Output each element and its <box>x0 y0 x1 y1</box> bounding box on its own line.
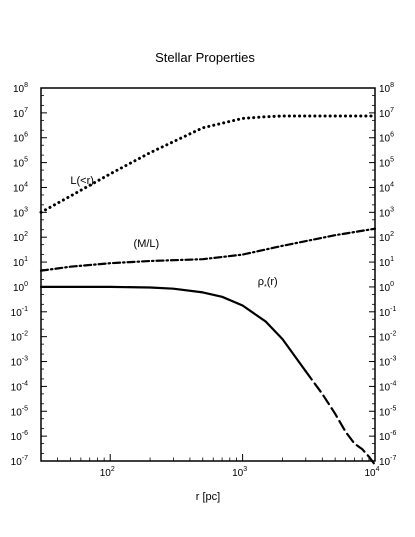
y-tick-exponent: -2 <box>22 331 28 338</box>
y-tick-exponent: 3 <box>390 206 394 213</box>
y-tick-exponent: -3 <box>22 356 28 363</box>
y-tick-label-left: 103 <box>13 206 28 219</box>
y-tick-label-left: 100 <box>13 281 28 294</box>
y-tick-exponent: -6 <box>390 430 396 437</box>
x-axis-label: r [pc] <box>196 491 220 503</box>
y-tick-label-left: 105 <box>13 157 28 170</box>
y-tick-label-right: 10-6 <box>379 430 396 443</box>
y-tick-label-right: 10-4 <box>379 380 396 393</box>
data-series <box>39 114 377 466</box>
y-tick-label-left: 10-6 <box>11 430 28 443</box>
series-density_solid <box>39 285 307 373</box>
annotations: L(<r) (M/L) ρ*(r) <box>70 175 277 291</box>
y-tick-exponent: 5 <box>24 157 28 164</box>
y-tick-exponent: -7 <box>22 455 28 462</box>
y-tick-label-right: 106 <box>379 132 394 145</box>
y-tick-exponent: -3 <box>390 356 396 363</box>
y-tick-exponent: 7 <box>24 107 28 114</box>
y-tick-label-right: 107 <box>379 107 394 120</box>
y-tick-exponent: 7 <box>390 107 394 114</box>
y-tick-exponent: 1 <box>24 256 28 263</box>
y-tick-label-right: 10-2 <box>379 331 396 344</box>
y-tick-exponent: 8 <box>24 82 28 89</box>
y-tick-exponent: 1 <box>390 256 394 263</box>
y-tick-label-left: 102 <box>13 231 28 244</box>
annotation-subscript: * <box>264 284 267 291</box>
y-tick-label-right: 10-1 <box>379 306 396 319</box>
x-tick-exponent: 3 <box>243 466 247 473</box>
x-tick-label: 102 <box>100 466 115 479</box>
annotation-suffix: (r) <box>267 276 278 288</box>
y-tick-label-left: 10-5 <box>11 405 28 418</box>
y-tick-exponent: 8 <box>390 82 394 89</box>
y-tick-exponent: -4 <box>22 380 28 387</box>
y-tick-exponent: -2 <box>390 331 396 338</box>
y-tick-exponent: -4 <box>390 380 396 387</box>
annotation-ML: (M/L) <box>134 238 160 250</box>
y-tick-exponent: -5 <box>390 405 396 412</box>
y-tick-label-right: 10-7 <box>379 455 396 468</box>
y-tick-label-left: 10-3 <box>11 356 28 369</box>
y-tick-exponent: 6 <box>24 132 28 139</box>
y-tick-label-left: 108 <box>13 82 28 95</box>
y-tick-label-right: 105 <box>379 157 394 170</box>
y-tick-exponent: -7 <box>390 455 396 462</box>
y-tick-exponent: -1 <box>390 306 396 313</box>
y-tick-label-left: 10-7 <box>11 455 28 468</box>
y-tick-label-right: 103 <box>379 206 394 219</box>
y-tick-label-left: 107 <box>13 107 28 120</box>
y-tick-label-right: 10-5 <box>379 405 396 418</box>
y-tick-exponent: 3 <box>24 206 28 213</box>
x-tick-label: 103 <box>232 466 247 479</box>
annotation-rho: ρ*(r) <box>258 276 278 291</box>
y-tick-label-left: 104 <box>13 181 28 194</box>
axis-ticks <box>40 87 376 462</box>
y-tick-label-left: 10-4 <box>11 380 28 393</box>
y-tick-label-right: 101 <box>379 256 394 269</box>
y-tick-label-right: 10-3 <box>379 356 396 369</box>
y-tick-exponent: 0 <box>390 281 394 288</box>
y-tick-exponent: 0 <box>24 281 28 288</box>
y-tick-label-right: 108 <box>379 82 394 95</box>
x-tick-exponent: 2 <box>111 466 115 473</box>
y-tick-label-right: 100 <box>379 281 394 294</box>
y-tick-exponent: 5 <box>390 157 394 164</box>
x-tick-label: 104 <box>364 466 379 479</box>
y-tick-label-left: 101 <box>13 256 28 269</box>
series-density_dashed <box>304 370 377 466</box>
y-tick-exponent: 2 <box>24 231 28 238</box>
y-tick-exponent: -5 <box>22 405 28 412</box>
y-tick-exponent: 4 <box>390 181 394 188</box>
y-tick-exponent: -1 <box>22 306 28 313</box>
y-tick-exponent: 2 <box>390 231 394 238</box>
plot-frame <box>40 87 376 462</box>
x-tick-exponent: 4 <box>376 466 380 473</box>
y-tick-label-left: 10-1 <box>11 306 28 319</box>
y-tick-label-right: 102 <box>379 231 394 244</box>
y-tick-label-right: 104 <box>379 181 394 194</box>
y-tick-label-left: 106 <box>13 132 28 145</box>
y-tick-label-left: 10-2 <box>11 331 28 344</box>
y-tick-exponent: -6 <box>22 430 28 437</box>
annotation-L: L(<r) <box>70 175 94 187</box>
series-mass_to_light <box>39 227 377 272</box>
series-luminosity <box>39 114 377 214</box>
y-tick-exponent: 4 <box>24 181 28 188</box>
y-tick-exponent: 6 <box>390 132 394 139</box>
chart-title: Stellar Properties <box>155 50 255 65</box>
